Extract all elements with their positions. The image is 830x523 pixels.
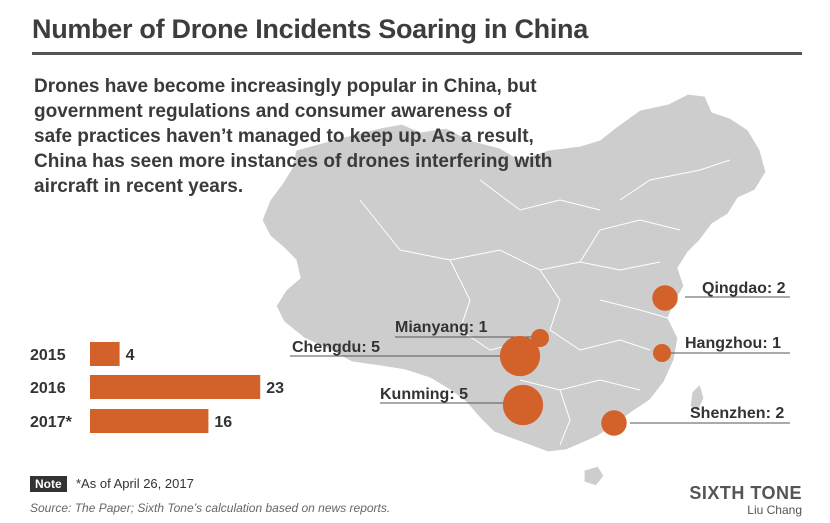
bar-category-label: 2015: [30, 347, 66, 364]
bar-value-label: 23: [266, 380, 284, 397]
city-label: Kunming: 5: [380, 386, 468, 403]
city-bubble: [502, 384, 544, 426]
bar-value-label: 16: [214, 414, 232, 431]
note-tag: Note: [30, 476, 67, 492]
brand-logo: SIXTH TONE: [689, 483, 802, 503]
subtitle: Drones have become increasingly popular …: [34, 76, 553, 197]
city-label: Hangzhou: 1: [685, 335, 781, 352]
city-label: Qingdao: 2: [702, 280, 786, 297]
hainan-island: [583, 465, 605, 487]
author-name: Liu Chang: [747, 503, 802, 517]
city-bubble: [601, 410, 627, 436]
bar: [90, 342, 120, 366]
bar-value-label: 4: [126, 347, 135, 364]
bar-category-label: 2017*: [30, 414, 73, 431]
title-divider: [32, 52, 802, 55]
city-bubble: [499, 335, 541, 377]
city-bubble: [652, 285, 678, 311]
city-label: Mianyang: 1: [395, 319, 488, 336]
city-bubble: [653, 344, 671, 362]
bar: [90, 375, 261, 399]
page-title: Number of Drone Incidents Soaring in Chi…: [32, 14, 588, 44]
city-label: Chengdu: 5: [292, 339, 380, 356]
taiwan-island: [689, 382, 705, 413]
bar: [90, 409, 209, 433]
china-map-mainland: [261, 93, 767, 453]
city-label: Shenzhen: 2: [690, 405, 784, 422]
note-text: *As of April 26, 2017: [76, 476, 194, 491]
city-bubble: [531, 329, 549, 347]
bar-category-label: 2016: [30, 380, 66, 397]
source-text: Source: The Paper; Sixth Tone’s calculat…: [30, 501, 391, 515]
